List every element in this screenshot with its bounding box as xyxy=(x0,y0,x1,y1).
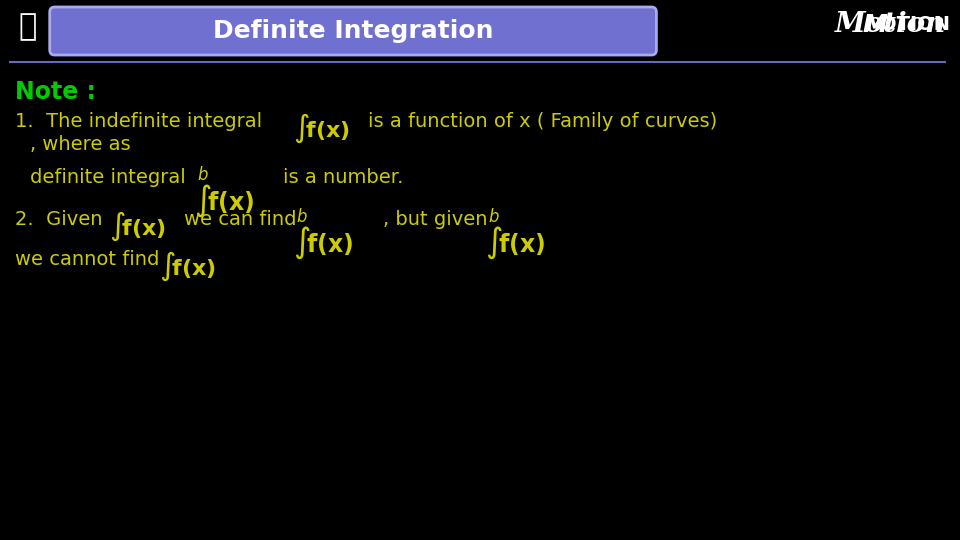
Text: M: M xyxy=(863,13,888,37)
Text: 1.  The indefinite integral: 1. The indefinite integral xyxy=(15,112,268,131)
Text: ⏳: ⏳ xyxy=(19,12,37,42)
Text: $\int\!\mathbf{f(x)}$: $\int\!\mathbf{f(x)}$ xyxy=(294,112,350,145)
Text: Motion: Motion xyxy=(834,11,946,38)
Text: we cannot find: we cannot find xyxy=(15,250,165,269)
Text: Note :: Note : xyxy=(15,80,96,104)
Text: $\overset{b}{\int}\!\mathbf{f(x)}$: $\overset{b}{\int}\!\mathbf{f(x)}$ xyxy=(486,206,546,261)
Text: , where as: , where as xyxy=(30,135,131,154)
Text: OTION: OTION xyxy=(880,16,950,35)
FancyBboxPatch shape xyxy=(50,7,657,55)
Text: $\int\!\mathbf{f(x)}$: $\int\!\mathbf{f(x)}$ xyxy=(159,250,216,284)
Text: $\overset{b}{\int}\!\mathbf{f(x)}$: $\overset{b}{\int}\!\mathbf{f(x)}$ xyxy=(194,164,254,219)
Text: , but given: , but given xyxy=(383,210,488,229)
Text: is a function of x ( Family of curves): is a function of x ( Family of curves) xyxy=(368,112,717,131)
Text: is a number.: is a number. xyxy=(283,168,404,187)
Text: $\int\!\mathbf{f(x)}$: $\int\!\mathbf{f(x)}$ xyxy=(109,210,167,244)
Text: we can find: we can find xyxy=(184,210,297,229)
Text: Definite Integration: Definite Integration xyxy=(213,19,493,43)
Text: definite integral: definite integral xyxy=(30,168,185,187)
Text: $\overset{b}{\int}\!\mathbf{f(x)}$: $\overset{b}{\int}\!\mathbf{f(x)}$ xyxy=(294,206,354,261)
Text: 2.  Given: 2. Given xyxy=(15,210,108,229)
